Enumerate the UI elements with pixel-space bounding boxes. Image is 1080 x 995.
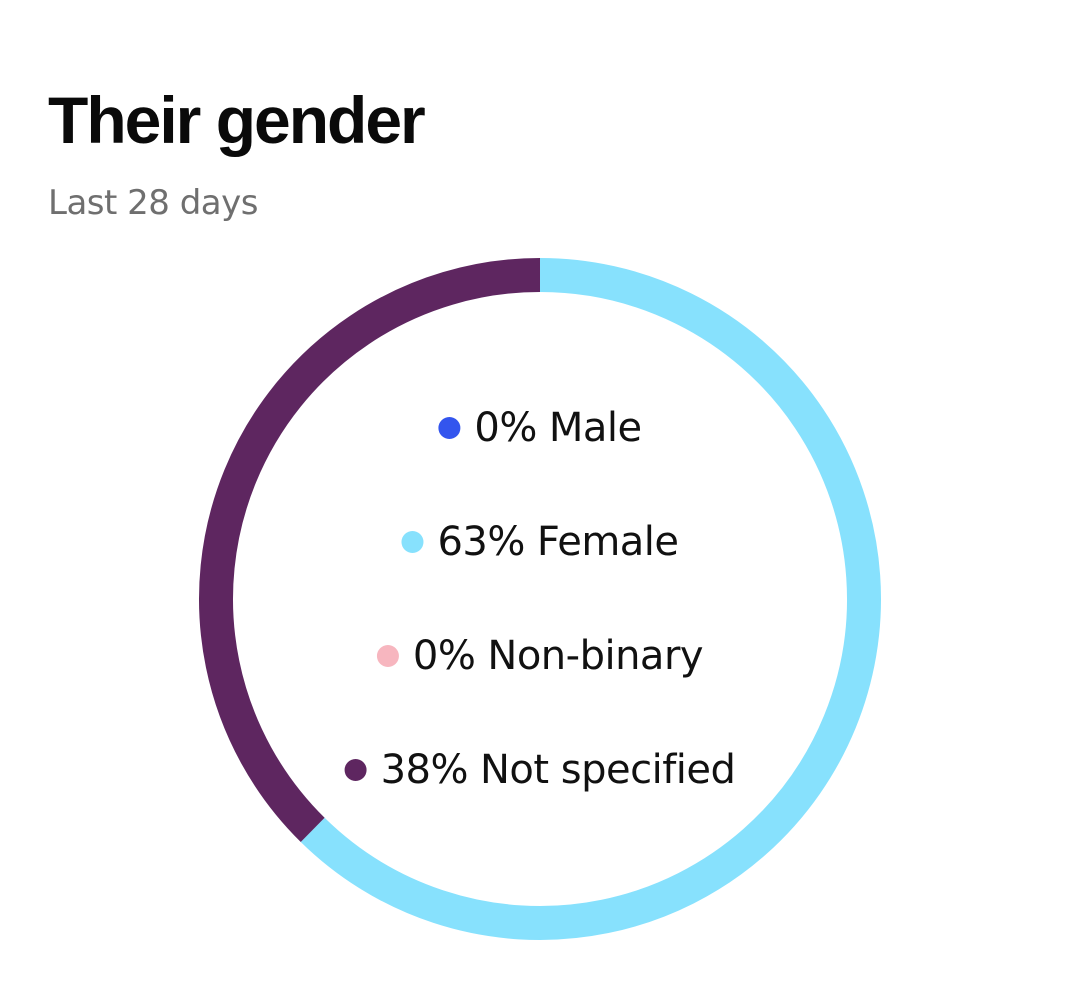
date-range-subtitle: Last 28 days — [48, 183, 258, 223]
donut-segment-female — [300, 258, 881, 940]
page-title: Their gender — [48, 83, 426, 157]
donut-segment-not-specified — [199, 258, 541, 842]
